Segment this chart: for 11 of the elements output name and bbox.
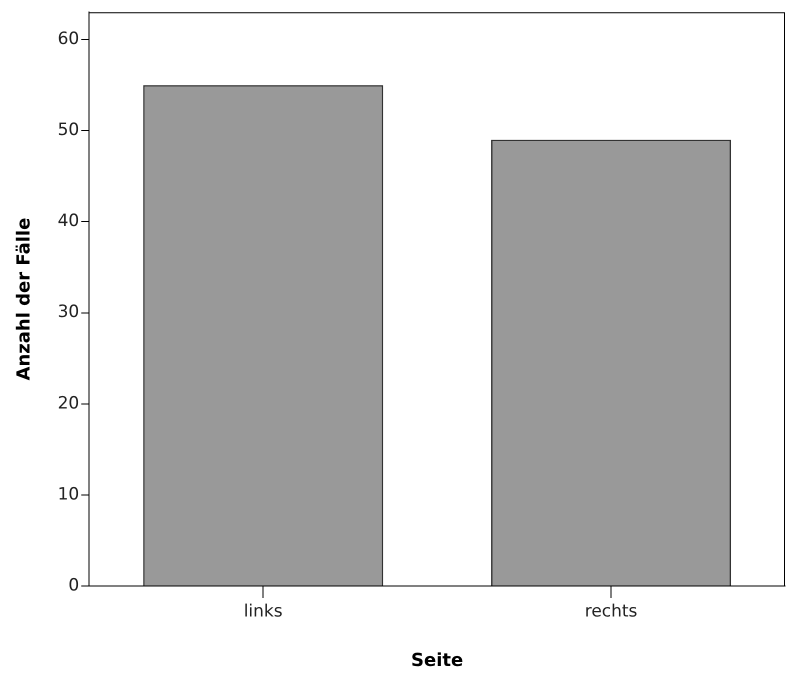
y-tick-label: 40 xyxy=(58,211,80,232)
y-tick-label: 20 xyxy=(58,393,80,414)
y-tick-label: 30 xyxy=(58,302,80,322)
y-tick-label: 60 xyxy=(58,28,80,49)
y-tick-label: 0 xyxy=(68,575,80,596)
x-tick-label: rechts xyxy=(584,602,638,622)
y-axis-title: Anzahl der Fälle xyxy=(13,218,34,380)
x-axis-title: Seite xyxy=(411,650,464,671)
y-tick-label: 50 xyxy=(58,120,80,140)
x-tick-label: links xyxy=(244,602,283,622)
y-tick-label: 10 xyxy=(58,484,80,504)
